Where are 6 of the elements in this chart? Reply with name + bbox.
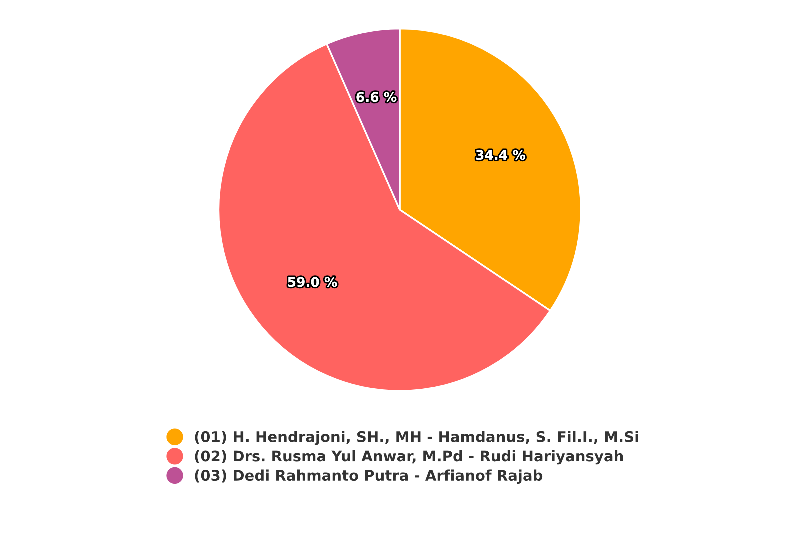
legend-label: (01) H. Hendrajoni, SH., MH - Hamdanus, S. Fil.I., M.Si xyxy=(195,431,638,446)
data-label: 34.4 % xyxy=(476,150,526,160)
data-label: 6.6 % xyxy=(356,92,397,102)
legend-label: (02) Drs. Rusma Yul Anwar, M.Pd - Rudi Hariyansyah xyxy=(195,450,624,465)
data-label: 59.0 % xyxy=(288,277,338,288)
legend-label: (03) Dedi Rahmanto Putra - Arfianof Rajab xyxy=(195,470,543,484)
